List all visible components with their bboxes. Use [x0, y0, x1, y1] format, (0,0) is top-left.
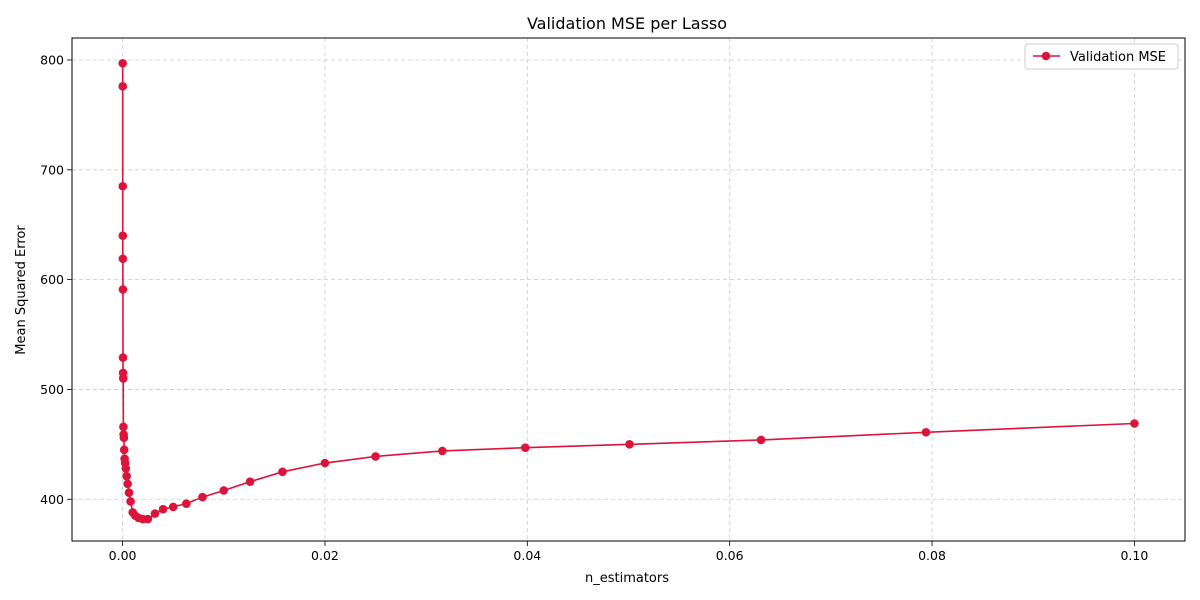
data-point [118, 285, 128, 294]
data-point [625, 440, 634, 449]
data-point [1130, 419, 1139, 428]
data-point [121, 464, 131, 473]
data-point [119, 433, 129, 443]
data-point [245, 477, 255, 486]
legend: Validation MSE [1024, 43, 1179, 70]
data-point [278, 467, 287, 477]
data-point [921, 427, 931, 437]
series-line-path [121, 63, 1135, 520]
legend-frame [1024, 43, 1179, 70]
data-point [520, 443, 530, 452]
data-point [123, 479, 132, 489]
data-point [118, 231, 128, 240]
y-tick-label: 800 [40, 52, 64, 67]
x-tick-label: 0.10 [1120, 548, 1148, 563]
data-point [118, 374, 128, 383]
y-axis: 400 500 600 700 800 [40, 52, 72, 507]
data-point [118, 82, 128, 91]
data-point [320, 458, 330, 468]
y-axis-label: Mean Squared Error [14, 225, 29, 355]
y-tick-label: 500 [40, 382, 64, 397]
data-point [126, 497, 135, 506]
data-point [118, 181, 128, 191]
data-point [118, 58, 127, 68]
data-point [168, 502, 178, 512]
y-tick-label: 700 [40, 162, 64, 177]
data-point [124, 488, 134, 497]
grid [72, 38, 1185, 541]
data-point [119, 422, 128, 432]
data-point [198, 492, 207, 502]
y-tick-label: 600 [40, 272, 64, 287]
data-point [371, 452, 380, 461]
data-point [122, 471, 131, 481]
legend-marker [1041, 51, 1051, 61]
plot-frame [71, 37, 1186, 542]
data-point [143, 514, 153, 524]
data-point [150, 509, 160, 518]
data-point [119, 445, 129, 455]
x-tick-label: 0.08 [918, 548, 946, 563]
x-tick-label: 0.06 [716, 548, 744, 563]
series-line [118, 58, 1139, 524]
data-point [438, 446, 447, 456]
x-tick-label: 0.04 [513, 548, 541, 563]
x-tick-label: 0.00 [109, 548, 137, 563]
x-axis: 0.00 0.02 0.04 0.06 0.08 0.10 [109, 541, 1148, 563]
data-point [756, 435, 766, 445]
data-point [118, 353, 128, 362]
data-point [182, 499, 191, 508]
data-point [219, 486, 229, 495]
y-tick-label: 400 [40, 492, 64, 507]
chart-title: Validation MSE per Lasso [527, 14, 727, 33]
legend-label: Validation MSE [1070, 50, 1166, 65]
x-axis-label: n_estimators [585, 571, 669, 586]
data-point [118, 254, 128, 264]
x-tick-label: 0.02 [311, 548, 339, 563]
data-point [158, 504, 168, 514]
